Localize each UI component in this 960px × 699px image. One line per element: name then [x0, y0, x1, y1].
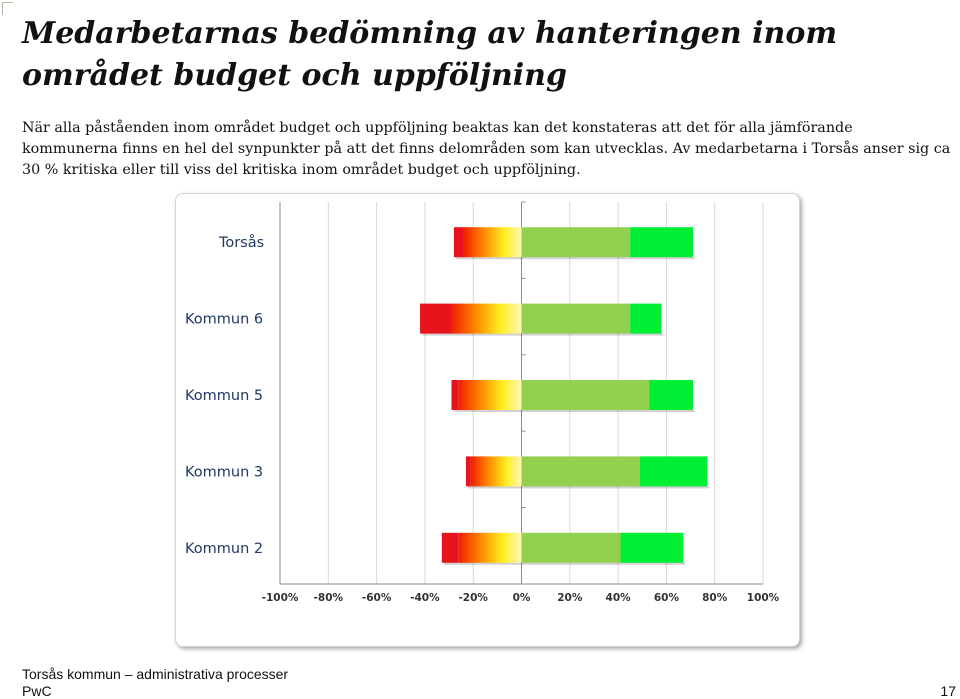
x-tick-label: -40% [410, 592, 440, 604]
x-tick-label: 0% [513, 592, 531, 604]
x-tick-label: 20% [557, 592, 583, 604]
bar-segment-strongly-positive [630, 227, 693, 258]
diverging-bar-chart: -100% -80% -60% -40% -20% 0% 20% 40% 60% 80% 100% T… [185, 201, 780, 604]
category-label: Kommun 5 [185, 388, 263, 404]
page-number: 17 [940, 683, 956, 699]
x-tick-label: 60% [654, 592, 680, 604]
bar-segment-positive [521, 227, 631, 258]
x-tick-label: -100% [262, 592, 299, 604]
bar-segment-negative-gradient [458, 532, 522, 563]
bar-segment-strongly-positive [630, 303, 662, 334]
chart-frame: -100% -80% -60% -40% -20% 0% 20% 40% 60% 80% 100% T… [175, 193, 800, 647]
x-tick-label: 80% [702, 592, 728, 604]
bar-segment-strongly-negative [451, 380, 459, 410]
bar-segment-positive [521, 380, 650, 410]
x-tick-label: -80% [314, 592, 344, 604]
bar-segment-strongly-negative [465, 456, 471, 487]
category-label: Kommun 2 [185, 541, 263, 557]
bar-shadow [455, 257, 695, 260]
bar-shadow [422, 333, 664, 336]
x-tick-label: -20% [458, 592, 488, 604]
bar-segment-strongly-positive [620, 532, 684, 563]
bar-segment-negative-gradient [470, 456, 522, 487]
bar-segment-strongly-negative [441, 532, 459, 563]
bar-segment-positive [521, 303, 631, 334]
bar-segment-strongly-positive [649, 380, 693, 410]
x-tick-label: 100% [747, 592, 780, 604]
bar-shadow [467, 486, 710, 489]
x-tick-label: -60% [362, 592, 392, 604]
bar-segment-positive [521, 456, 640, 487]
bar-segment-strongly-positive [639, 456, 708, 487]
bar-segment-negative-gradient [463, 227, 522, 258]
page-title: Medarbetarnas bedömning av hanteringen i… [22, 16, 838, 93]
bar-segment-negative-gradient [458, 380, 522, 410]
category-label: Kommun 3 [185, 464, 263, 480]
bar-segment-negative-gradient [451, 303, 522, 334]
bar-segment-strongly-negative [453, 227, 464, 258]
corner-mark [2, 2, 13, 15]
bar-segment-strongly-negative [420, 303, 452, 334]
category-label: Torsås [218, 234, 264, 251]
intro-paragraph: När alla påståenden inom området budget … [22, 120, 951, 178]
bar-shadow [443, 562, 686, 565]
bar-segment-positive [521, 532, 621, 563]
x-tick-label: 40% [606, 592, 632, 604]
footer-organization: Torsås kommun – administrativa processer [22, 666, 289, 682]
footer-brand: PwC [22, 683, 52, 699]
bar-shadow [453, 410, 695, 412]
category-label: Kommun 6 [185, 312, 263, 328]
